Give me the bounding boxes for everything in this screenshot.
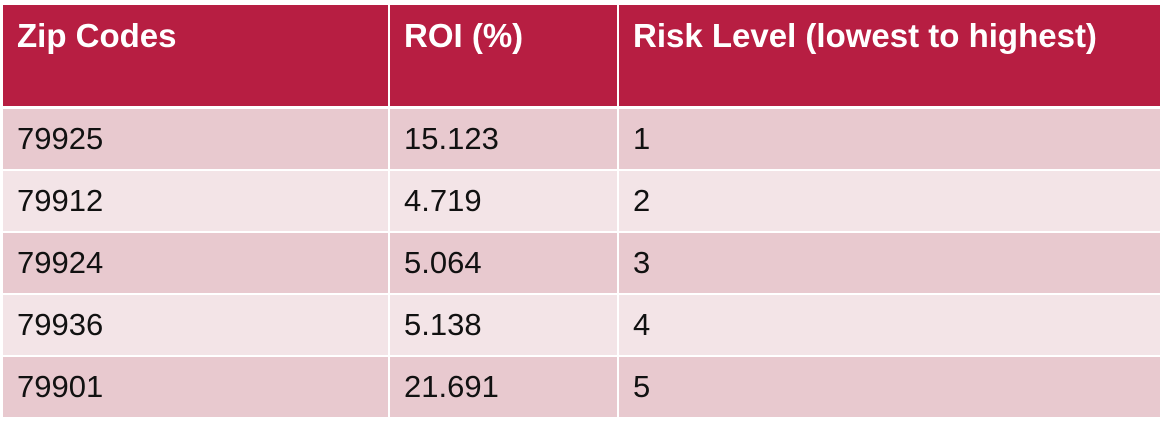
cell-risk-level: 2	[618, 169, 1160, 233]
cell-roi: 5.138	[389, 293, 619, 357]
header-row: Zip Codes ROI (%) Risk Level (lowest to …	[3, 5, 1160, 109]
cell-risk-level: 1	[618, 107, 1160, 171]
table-row: 79924 5.064 3	[3, 231, 1160, 295]
cell-zip-code: 79901	[3, 355, 390, 419]
table-row: 79925 15.123 1	[3, 107, 1160, 171]
cell-roi: 15.123	[389, 107, 619, 171]
cell-zip-code: 79912	[3, 169, 390, 233]
zip-roi-risk-table: Zip Codes ROI (%) Risk Level (lowest to …	[3, 5, 1160, 419]
table-body: 79925 15.123 1 79912 4.719 2 79924 5.064…	[3, 107, 1160, 419]
table-row: 79936 5.138 4	[3, 293, 1160, 357]
cell-roi: 5.064	[389, 231, 619, 295]
header-zip-codes: Zip Codes	[3, 5, 390, 109]
cell-zip-code: 79936	[3, 293, 390, 357]
cell-zip-code: 79925	[3, 107, 390, 171]
header-risk-level: Risk Level (lowest to highest)	[618, 5, 1160, 109]
table-row: 79912 4.719 2	[3, 169, 1160, 233]
cell-risk-level: 5	[618, 355, 1160, 419]
cell-risk-level: 3	[618, 231, 1160, 295]
table-header: Zip Codes ROI (%) Risk Level (lowest to …	[3, 5, 1160, 109]
cell-roi: 21.691	[389, 355, 619, 419]
cell-risk-level: 4	[618, 293, 1160, 357]
data-table-container: Zip Codes ROI (%) Risk Level (lowest to …	[3, 5, 1160, 419]
cell-zip-code: 79924	[3, 231, 390, 295]
cell-roi: 4.719	[389, 169, 619, 233]
table-row: 79901 21.691 5	[3, 355, 1160, 419]
header-roi: ROI (%)	[389, 5, 619, 109]
